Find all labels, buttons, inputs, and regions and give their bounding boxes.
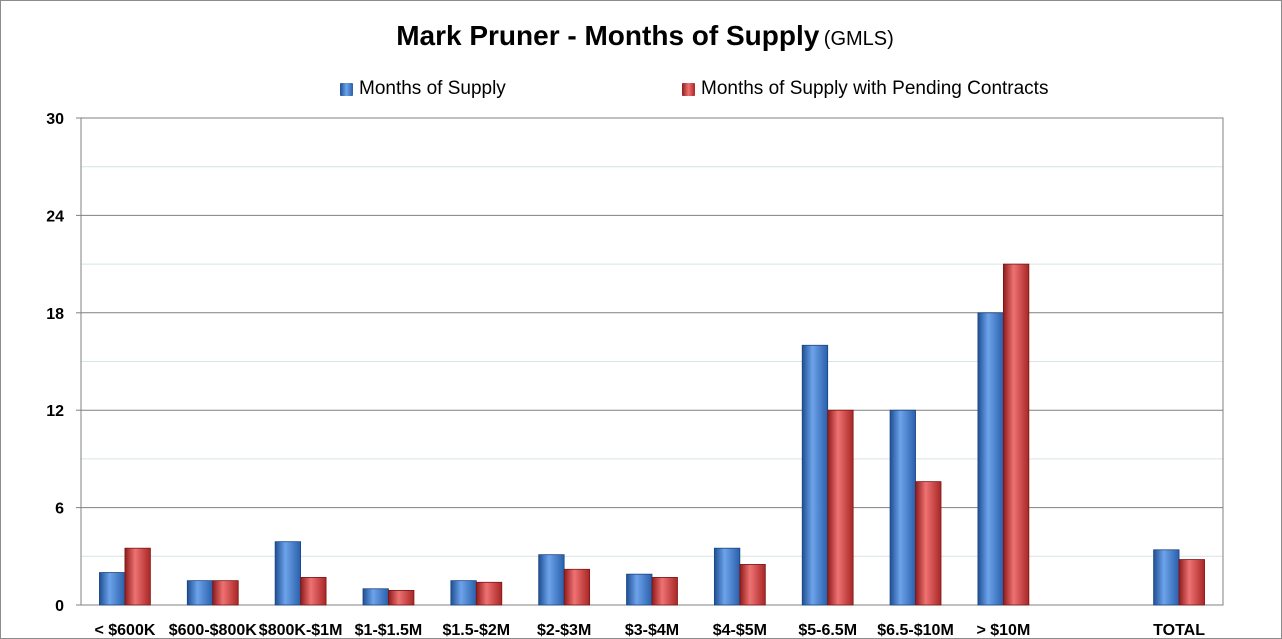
bar-months-of-supply bbox=[450, 580, 477, 606]
bar-months-of-supply bbox=[977, 312, 1004, 606]
bar-months-of-supply bbox=[626, 573, 653, 606]
y-tick-label: 18 bbox=[46, 306, 64, 323]
bar-months-of-supply bbox=[1153, 549, 1180, 606]
bar-months-of-supply bbox=[801, 344, 829, 606]
legend-swatch-blue bbox=[340, 82, 353, 96]
bar-pending-contracts bbox=[651, 577, 678, 606]
bar-pending-contracts bbox=[388, 589, 415, 606]
legend-label: Months of Supply bbox=[359, 78, 506, 99]
bar-months-of-supply bbox=[274, 541, 302, 606]
chart-subtitle: (GMLS) bbox=[823, 28, 894, 50]
bar-pending-contracts bbox=[739, 564, 766, 606]
x-tick-label: $1.5-$2M bbox=[443, 622, 511, 639]
x-tick-label: $4-$5M bbox=[713, 622, 767, 639]
x-tick-label: < $600K bbox=[94, 622, 155, 639]
x-tick-label: $6.5-$10M bbox=[877, 622, 954, 639]
y-tick-label: 6 bbox=[55, 501, 64, 518]
bar-pending-contracts bbox=[475, 581, 503, 606]
y-tick-label: 12 bbox=[46, 403, 64, 420]
bar-pending-contracts bbox=[1178, 559, 1205, 606]
chart-title: Mark Pruner - Months of Supply (GMLS) bbox=[0, 20, 1282, 52]
bar-pending-contracts bbox=[1002, 263, 1030, 606]
x-tick-label: $2-$3M bbox=[537, 622, 591, 639]
y-tick-label: 30 bbox=[46, 111, 64, 128]
x-tick-label: $600-$800K bbox=[169, 622, 258, 639]
bar-pending-contracts bbox=[212, 580, 239, 606]
chart-title-main: Mark Pruner - Months of Supply bbox=[396, 20, 820, 51]
bar-months-of-supply bbox=[362, 588, 389, 606]
legend-label: Months of Supply with Pending Contracts bbox=[701, 78, 1049, 99]
x-tick-label: TOTAL bbox=[1153, 622, 1205, 639]
legend-item-months-of-supply: Months of Supply bbox=[340, 78, 506, 100]
legend-item-pending-contracts: Months of Supply with Pending Contracts bbox=[682, 78, 1048, 100]
bar-months-of-supply bbox=[713, 547, 741, 606]
x-tick-label: > $10M bbox=[976, 622, 1030, 639]
bar-pending-contracts bbox=[563, 568, 591, 606]
bar-months-of-supply bbox=[99, 572, 126, 606]
x-tick-label: $1-$1.5M bbox=[355, 622, 423, 639]
x-tick-label: $5-6.5M bbox=[798, 622, 857, 639]
bar-months-of-supply bbox=[186, 580, 214, 606]
bar-pending-contracts bbox=[124, 547, 151, 606]
bar-pending-contracts bbox=[300, 577, 327, 606]
bar-pending-contracts bbox=[915, 481, 942, 606]
bar-months-of-supply bbox=[538, 554, 565, 606]
bar-pending-contracts bbox=[827, 409, 854, 606]
bar-months-of-supply bbox=[889, 409, 916, 606]
x-tick-label: $3-$4M bbox=[625, 622, 679, 639]
y-tick-label: 24 bbox=[46, 208, 64, 225]
x-tick-label: $800K-$1M bbox=[259, 622, 343, 639]
y-tick-label: 0 bbox=[55, 598, 64, 615]
legend-swatch-red bbox=[682, 82, 695, 96]
